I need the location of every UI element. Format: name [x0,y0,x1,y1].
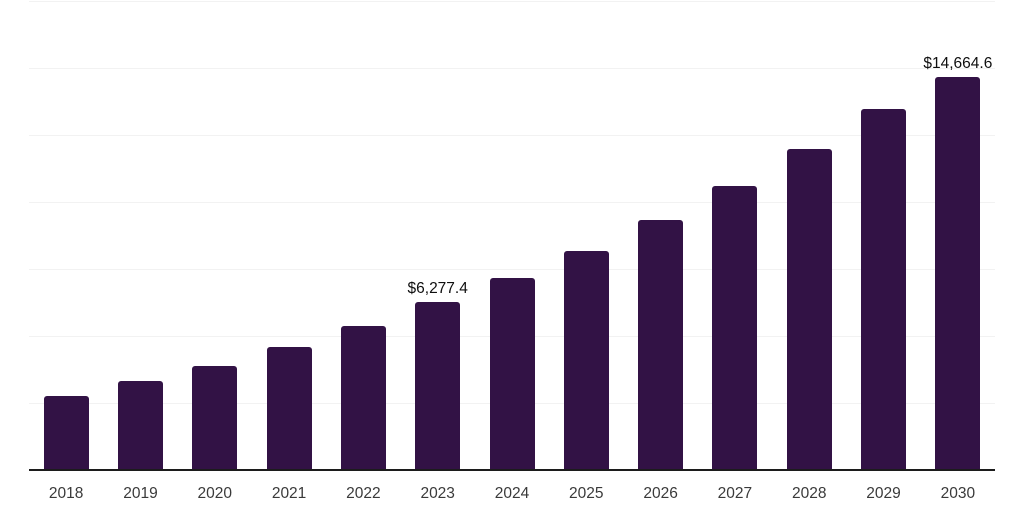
x-axis-tick-2025: 2025 [569,485,604,502]
bar-2019 [117,381,163,470]
x-axis-tick-2027: 2027 [717,485,753,502]
x-axis-tick-2021: 2021 [271,485,307,502]
gridline-7500 [29,269,995,270]
bar-2028 [786,149,832,470]
bar-value-label-2023: $6,277.4 [407,279,468,297]
x-axis-tick-2020: 2020 [197,485,233,502]
x-axis-tick-2024: 2024 [494,485,530,502]
x-axis-tick-2022: 2022 [346,485,381,502]
bar-2029 [861,109,907,470]
x-axis-tick-2023: 2023 [420,485,455,502]
x-axis-line [29,469,995,471]
bar-2025 [563,250,609,470]
x-axis-tick-2026: 2026 [643,485,678,502]
bar-value-label-2030: $14,664.6 [923,54,993,72]
bar-2022 [340,325,386,470]
gridline-12500 [29,135,995,136]
bar-2024 [489,277,535,470]
gridline-17500 [29,1,995,2]
bar-2021 [266,346,312,470]
x-axis-tick-2028: 2028 [791,485,827,502]
bar-2018 [43,395,89,470]
bar-2023 [415,301,461,470]
bar-2020 [192,365,238,470]
bar-2027 [712,186,758,470]
gridline-10000 [29,202,995,203]
x-axis-tick-2018: 2018 [48,485,84,502]
x-axis-tick-2029: 2029 [866,485,901,502]
gridline-15000 [29,68,995,69]
x-axis-tick-2030: 2030 [940,485,976,502]
x-axis-tick-2019: 2019 [123,485,158,502]
bar-2030 [935,76,981,470]
bar-2026 [638,220,684,470]
